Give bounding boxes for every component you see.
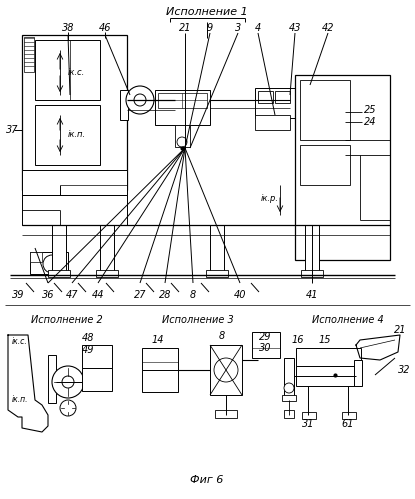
Text: 8: 8	[190, 290, 196, 300]
Text: 28: 28	[159, 290, 171, 300]
Bar	[158, 93, 207, 108]
Text: 4: 4	[255, 23, 261, 33]
Circle shape	[60, 400, 76, 416]
Text: 40: 40	[234, 290, 246, 300]
Text: iк.с.: iк.с.	[12, 337, 28, 346]
Circle shape	[62, 376, 74, 388]
Bar	[284, 358, 294, 400]
Bar	[155, 90, 210, 125]
Bar	[210, 345, 242, 395]
Text: 41: 41	[306, 290, 318, 300]
Text: 31: 31	[302, 419, 314, 429]
Text: 39: 39	[12, 290, 24, 300]
Circle shape	[214, 358, 238, 382]
Circle shape	[134, 94, 146, 106]
Circle shape	[126, 86, 154, 114]
Text: 16: 16	[292, 335, 304, 345]
Bar	[142, 348, 178, 370]
Text: Исполнение 3: Исполнение 3	[162, 315, 234, 325]
Bar	[22, 35, 127, 190]
Bar	[210, 225, 224, 275]
Bar	[252, 332, 280, 358]
Bar	[100, 225, 114, 275]
Bar	[296, 348, 361, 366]
Text: Исполнение 4: Исполнение 4	[312, 315, 384, 325]
Bar	[275, 91, 290, 103]
Text: 15: 15	[319, 335, 331, 345]
Bar	[35, 105, 100, 165]
Circle shape	[284, 383, 294, 393]
Text: 30: 30	[259, 343, 271, 353]
Bar	[342, 412, 356, 419]
Text: Фиг 6: Фиг 6	[190, 475, 224, 485]
Text: iк.п.: iк.п.	[12, 396, 29, 405]
Circle shape	[52, 366, 84, 398]
Text: 44: 44	[92, 290, 104, 300]
Bar	[206, 270, 228, 277]
Text: 21: 21	[394, 325, 406, 335]
Text: iк.р.: iк.р.	[261, 194, 279, 203]
Text: 37: 37	[6, 125, 18, 135]
Text: 49: 49	[82, 345, 94, 355]
Text: 36: 36	[42, 290, 54, 300]
Bar	[22, 195, 127, 225]
Text: 25: 25	[364, 105, 376, 115]
Bar	[258, 91, 273, 103]
Bar	[300, 80, 350, 140]
Bar	[282, 395, 296, 401]
Text: 9: 9	[207, 23, 213, 33]
Text: 42: 42	[322, 23, 334, 33]
Text: 48: 48	[82, 333, 94, 343]
Text: Исполнение 2: Исполнение 2	[31, 315, 103, 325]
Bar	[52, 225, 66, 275]
Text: 14: 14	[152, 335, 164, 345]
Text: 3: 3	[235, 23, 241, 33]
Text: 46: 46	[99, 23, 111, 33]
Bar	[295, 75, 390, 260]
Text: 38: 38	[62, 23, 74, 33]
Text: 43: 43	[289, 23, 301, 33]
Bar	[301, 270, 323, 277]
Bar	[175, 125, 190, 147]
Bar	[284, 410, 294, 418]
Bar	[296, 366, 361, 386]
Bar	[215, 410, 237, 418]
Text: 8: 8	[219, 331, 225, 341]
Text: 24: 24	[364, 117, 376, 127]
Text: 32: 32	[398, 365, 410, 375]
Bar	[96, 270, 118, 277]
Bar	[255, 115, 290, 130]
Bar	[24, 37, 34, 72]
Bar	[35, 40, 100, 100]
Bar	[30, 252, 42, 262]
Text: Исполнение 1: Исполнение 1	[166, 7, 248, 17]
Bar	[48, 355, 56, 403]
Text: iк.с.: iк.с.	[68, 67, 85, 76]
Bar	[82, 368, 112, 391]
Bar	[255, 88, 295, 118]
Bar	[300, 145, 350, 185]
Bar	[302, 412, 316, 419]
Bar	[48, 270, 70, 277]
Text: 29: 29	[259, 332, 271, 342]
Bar	[354, 360, 362, 386]
Bar	[82, 345, 112, 368]
Text: iк.п.: iк.п.	[68, 130, 86, 139]
Circle shape	[43, 255, 61, 273]
Text: 61: 61	[342, 419, 354, 429]
Bar	[305, 225, 319, 275]
Circle shape	[177, 137, 187, 147]
Bar	[22, 170, 127, 195]
Bar	[142, 370, 178, 392]
Bar	[30, 252, 68, 274]
Bar	[120, 90, 128, 120]
Text: 21: 21	[179, 23, 191, 33]
Text: 47: 47	[66, 290, 78, 300]
Text: 27: 27	[134, 290, 146, 300]
